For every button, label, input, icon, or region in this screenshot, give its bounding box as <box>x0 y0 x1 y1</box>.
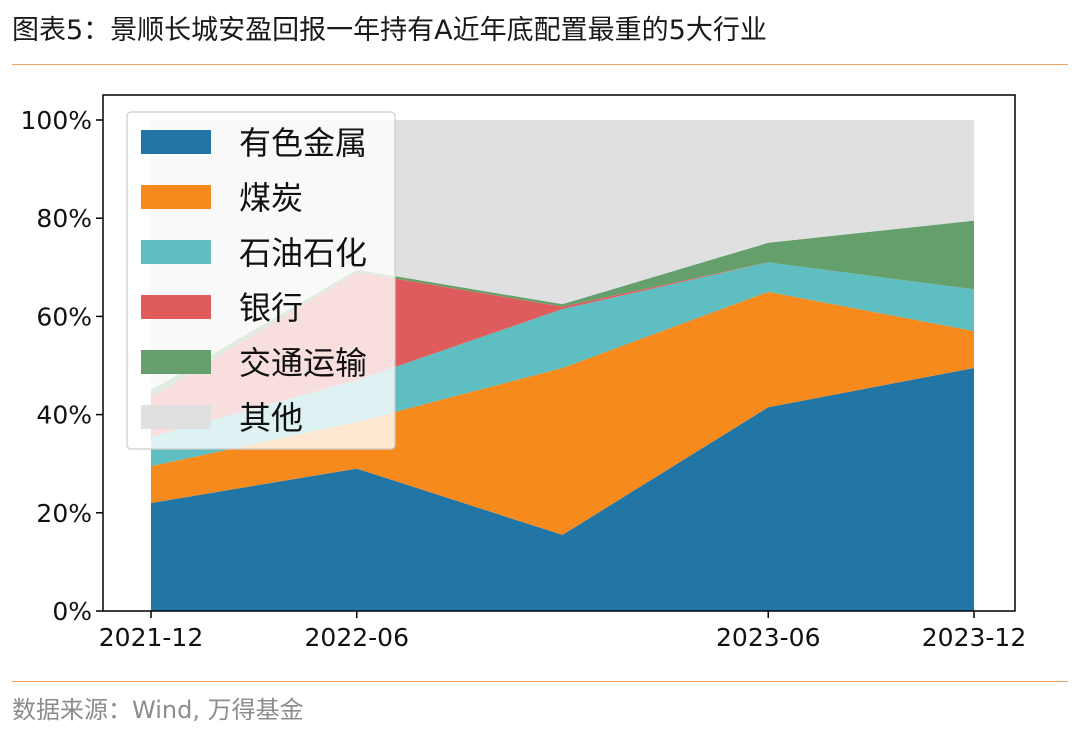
legend-swatch <box>141 240 211 264</box>
legend-swatch <box>141 295 211 319</box>
y-tick-label: 40% <box>36 401 92 430</box>
stacked-area-chart: 0% 20% 40% 60% 80% 100% 2021-12 2022-06 2023-06… <box>21 94 1026 652</box>
y-tick-label: 100% <box>21 106 92 135</box>
area-series-4 <box>151 220 974 398</box>
legend-swatch <box>141 405 211 429</box>
legend-label: 其他 <box>239 399 303 437</box>
legend-swatch <box>141 185 211 209</box>
y-tick-label: 20% <box>36 499 92 528</box>
area-series-0 <box>151 367 974 611</box>
legend-swatch <box>141 130 211 154</box>
x-axis: 2021-12 2022-06 2023-06 2023-12 <box>99 611 1026 652</box>
legend-label: 有色金属 <box>239 124 367 162</box>
legend-label: 煤炭 <box>239 179 303 217</box>
legend-label: 石油石化 <box>239 234 367 272</box>
legend-swatch <box>141 350 211 374</box>
source-divider <box>12 681 1068 682</box>
x-tick-label: 2023-06 <box>716 623 820 652</box>
chart-title: 图表5：景顺长城安盈回报一年持有A近年底配置最重的5大行业 <box>12 15 767 46</box>
y-tick-label: 60% <box>36 302 92 331</box>
y-tick-label: 0% <box>52 597 92 626</box>
x-tick-label: 2022-06 <box>305 623 409 652</box>
plot-frame <box>102 94 1016 612</box>
x-tick-label: 2021-12 <box>99 623 203 652</box>
area-series-1 <box>151 291 974 535</box>
x-tick-label: 2023-12 <box>922 623 1026 652</box>
y-tick-label: 80% <box>36 204 92 233</box>
legend-label: 交通运输 <box>239 344 367 382</box>
source-note: 数据来源：Wind, 万得基金 <box>12 696 304 724</box>
title-divider <box>12 64 1068 65</box>
legend-label: 银行 <box>239 289 303 327</box>
y-axis: 0% 20% 40% 60% 80% 100% <box>21 106 103 626</box>
